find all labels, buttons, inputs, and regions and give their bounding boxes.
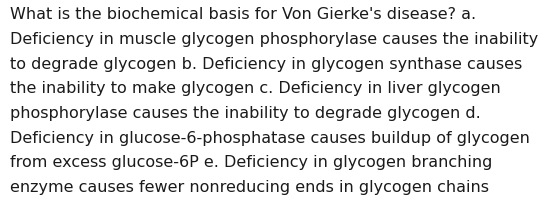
Text: from excess glucose-6P e. Deficiency in glycogen branching: from excess glucose-6P e. Deficiency in … [10,155,492,170]
Text: to degrade glycogen b. Deficiency in glycogen synthase causes: to degrade glycogen b. Deficiency in gly… [10,57,522,72]
Text: Deficiency in glucose-6-phosphatase causes buildup of glycogen: Deficiency in glucose-6-phosphatase caus… [10,131,530,146]
Text: Deficiency in muscle glycogen phosphorylase causes the inability: Deficiency in muscle glycogen phosphoryl… [10,32,538,47]
Text: phosphorylase causes the inability to degrade glycogen d.: phosphorylase causes the inability to de… [10,106,481,121]
Text: enzyme causes fewer nonreducing ends in glycogen chains: enzyme causes fewer nonreducing ends in … [10,180,489,195]
Text: What is the biochemical basis for Von Gierke's disease? a.: What is the biochemical basis for Von Gi… [10,7,476,22]
Text: the inability to make glycogen c. Deficiency in liver glycogen: the inability to make glycogen c. Defici… [10,81,501,96]
